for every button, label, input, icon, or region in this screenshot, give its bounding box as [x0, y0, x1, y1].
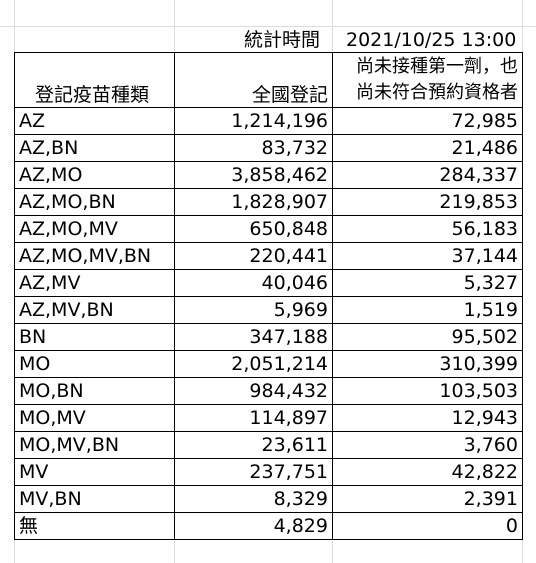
cell-type[interactable]: 無 — [14, 512, 175, 540]
header-pending-line2: 尚未符合預約資格者 — [356, 82, 518, 103]
cell-type[interactable]: BN — [14, 323, 175, 351]
cell-pending[interactable]: 103,503 — [332, 377, 523, 405]
table-row: MO,BN 984,432 103,503 — [14, 377, 523, 405]
cell-pending[interactable]: 1,519 — [332, 296, 523, 324]
header-vaccine-type[interactable]: 登記疫苗種類 — [14, 52, 175, 108]
cell-type[interactable]: MO,MV,BN — [14, 431, 175, 459]
vaccine-registration-table: 登記疫苗種類 全國登記 尚未接種第一劑，也 尚未符合預約資格者 AZ 1,214,… — [14, 52, 523, 540]
cell-total[interactable]: 5,969 — [174, 296, 333, 324]
table-header-row: 登記疫苗種類 全國登記 尚未接種第一劑，也 尚未符合預約資格者 — [14, 52, 523, 108]
cell-total[interactable]: 1,828,907 — [174, 188, 333, 216]
table-row: AZ,MV 40,046 5,327 — [14, 269, 523, 297]
cell-pending[interactable]: 3,760 — [332, 431, 523, 459]
table-row: AZ,MO,BN 1,828,907 219,853 — [14, 188, 523, 216]
table-row: AZ,BN 83,732 21,486 — [14, 134, 523, 162]
cell-type[interactable]: AZ,MO — [14, 161, 175, 189]
cell-pending[interactable]: 5,327 — [332, 269, 523, 297]
cell-pending[interactable]: 21,486 — [332, 134, 523, 162]
cell-type[interactable]: MO,BN — [14, 377, 175, 405]
gridline — [522, 0, 523, 563]
cell-total[interactable]: 83,732 — [174, 134, 333, 162]
cell-total[interactable]: 237,751 — [174, 458, 333, 486]
table-row: MO,MV,BN 23,611 3,760 — [14, 431, 523, 459]
table-row: BN 347,188 95,502 — [14, 323, 523, 351]
cell-type[interactable]: AZ,MO,BN — [14, 188, 175, 216]
cell-total[interactable]: 114,897 — [174, 404, 333, 432]
cell-total[interactable]: 23,611 — [174, 431, 333, 459]
cell-type[interactable]: MO — [14, 350, 175, 378]
table-row: AZ,MO 3,858,462 284,337 — [14, 161, 523, 189]
cell-total[interactable]: 984,432 — [174, 377, 333, 405]
cell-pending[interactable]: 56,183 — [332, 215, 523, 243]
stat-time-label: 統計時間 — [244, 29, 321, 51]
table-row: 無 4,829 0 — [14, 512, 523, 540]
cell-type[interactable]: AZ,MO,MV — [14, 215, 175, 243]
cell-pending[interactable]: 219,853 — [332, 188, 523, 216]
cell-type[interactable]: AZ — [14, 107, 175, 135]
cell-total[interactable]: 8,329 — [174, 485, 333, 513]
cell-total[interactable]: 1,214,196 — [174, 107, 333, 135]
cell-pending[interactable]: 37,144 — [332, 242, 523, 270]
cell-total[interactable]: 347,188 — [174, 323, 333, 351]
header-national-registered[interactable]: 全國登記 — [174, 52, 333, 108]
cell-type[interactable]: AZ,BN — [14, 134, 175, 162]
table-row: AZ,MV,BN 5,969 1,519 — [14, 296, 523, 324]
cell-total[interactable]: 40,046 — [174, 269, 333, 297]
cell-type[interactable]: AZ,MO,MV,BN — [14, 242, 175, 270]
cell-total[interactable]: 4,829 — [174, 512, 333, 540]
cell-total[interactable]: 3,858,462 — [174, 161, 333, 189]
table-row: AZ,MO,MV 650,848 56,183 — [14, 215, 523, 243]
header-pending[interactable]: 尚未接種第一劑，也 尚未符合預約資格者 — [332, 52, 523, 108]
cell-pending[interactable]: 0 — [332, 512, 523, 540]
cell-type[interactable]: MV,BN — [14, 485, 175, 513]
cell-pending[interactable]: 95,502 — [332, 323, 523, 351]
table-row: AZ 1,214,196 72,985 — [14, 107, 523, 135]
stat-time-value: 2021/10/25 13:00 — [346, 29, 517, 51]
cell-pending[interactable]: 310,399 — [332, 350, 523, 378]
cell-pending[interactable]: 42,822 — [332, 458, 523, 486]
table-row: MO,MV 114,897 12,943 — [14, 404, 523, 432]
header-pending-line1: 尚未接種第一劑，也 — [356, 56, 518, 77]
cell-total[interactable]: 2,051,214 — [174, 350, 333, 378]
table-row: AZ,MO,MV,BN 220,441 37,144 — [14, 242, 523, 270]
cell-type[interactable]: AZ,MV,BN — [14, 296, 175, 324]
table-row: MO 2,051,214 310,399 — [14, 350, 523, 378]
cell-pending[interactable]: 12,943 — [332, 404, 523, 432]
cell-total[interactable]: 650,848 — [174, 215, 333, 243]
cell-pending[interactable]: 2,391 — [332, 485, 523, 513]
table-row: MV 237,751 42,822 — [14, 458, 523, 486]
table-row: MV,BN 8,329 2,391 — [14, 485, 523, 513]
cell-type[interactable]: AZ,MV — [14, 269, 175, 297]
cell-pending[interactable]: 72,985 — [332, 107, 523, 135]
gridline — [0, 26, 536, 27]
cell-total[interactable]: 220,441 — [174, 242, 333, 270]
cell-type[interactable]: MO,MV — [14, 404, 175, 432]
cell-pending[interactable]: 284,337 — [332, 161, 523, 189]
cell-type[interactable]: MV — [14, 458, 175, 486]
